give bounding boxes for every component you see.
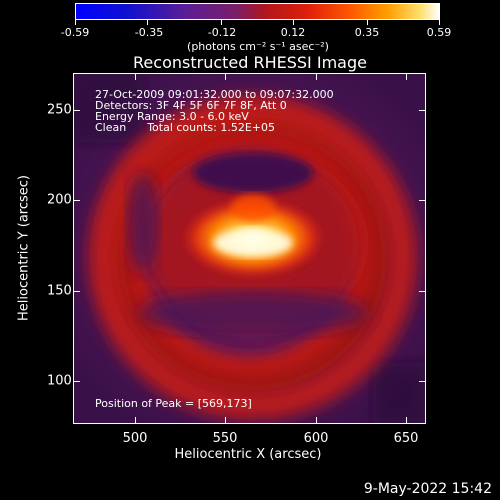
y-tick [73, 110, 80, 111]
colorbar-label: 0.12 [280, 26, 306, 39]
x-tick [225, 73, 226, 80]
colorbar-label: -0.35 [134, 26, 164, 39]
x-tick [135, 417, 136, 424]
clean-counts-text: Clean Total counts: 1.52E+05 [95, 121, 276, 134]
x-tick [406, 417, 407, 424]
y-tick [419, 381, 426, 382]
x-tick [316, 73, 317, 80]
colorbar-tick [221, 20, 222, 25]
detectors-text: Detectors: 3F 4F 5F 6F 7F 8F, Att 0 [95, 99, 287, 112]
y-tick-label: 150 [47, 283, 72, 299]
y-tick-label: 200 [47, 192, 72, 208]
y-axis-title: Heliocentric Y (arcsec) [16, 175, 32, 321]
y-tick [419, 291, 426, 292]
x-tick [135, 73, 136, 80]
y-tick-label: 250 [47, 102, 72, 118]
colorbar-label: 0.35 [354, 26, 380, 39]
colorbar-tick [147, 20, 148, 25]
y-tick-label: 100 [47, 373, 72, 389]
rhessi-image-rendering [73, 73, 426, 424]
colorbar-label: -0.59 [60, 26, 90, 39]
energy-range-text: Energy Range: 3.0 - 6.0 keV [95, 110, 249, 123]
y-tick [419, 200, 426, 201]
colorbar-label: 0.59 [426, 26, 452, 39]
x-tick [406, 73, 407, 80]
x-tick-label: 550 [212, 431, 238, 446]
colorbar-tick [439, 20, 440, 25]
time-range-text: 27-Oct-2009 09:01:32.000 to 09:07:32.000 [95, 88, 334, 101]
x-tick-label: 650 [393, 431, 419, 446]
colorbar-tick [293, 20, 294, 25]
x-tick-label: 600 [303, 431, 329, 446]
y-tick [73, 200, 80, 201]
colorbar-tick [75, 20, 76, 25]
colorbar [75, 3, 440, 20]
x-tick [316, 417, 317, 424]
y-tick [73, 291, 80, 292]
x-axis-title: Heliocentric X (arcsec) [174, 447, 322, 462]
rhessi-image [73, 73, 426, 424]
x-tick-label: 500 [122, 431, 148, 446]
plot-title: Reconstructed RHESSI Image [133, 53, 367, 72]
x-tick [225, 417, 226, 424]
peak-position-text: Position of Peak = [569,173] [95, 397, 252, 410]
colorbar-units: (photons cm⁻² s⁻¹ asec⁻²) [187, 40, 329, 53]
timestamp: 9-May-2022 15:42 [363, 481, 492, 497]
y-tick [73, 381, 80, 382]
colorbar-label: -0.12 [207, 26, 237, 39]
y-tick [419, 110, 426, 111]
colorbar-tick [367, 20, 368, 25]
